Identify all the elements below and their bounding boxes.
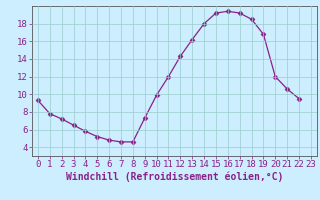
- X-axis label: Windchill (Refroidissement éolien,°C): Windchill (Refroidissement éolien,°C): [66, 172, 283, 182]
